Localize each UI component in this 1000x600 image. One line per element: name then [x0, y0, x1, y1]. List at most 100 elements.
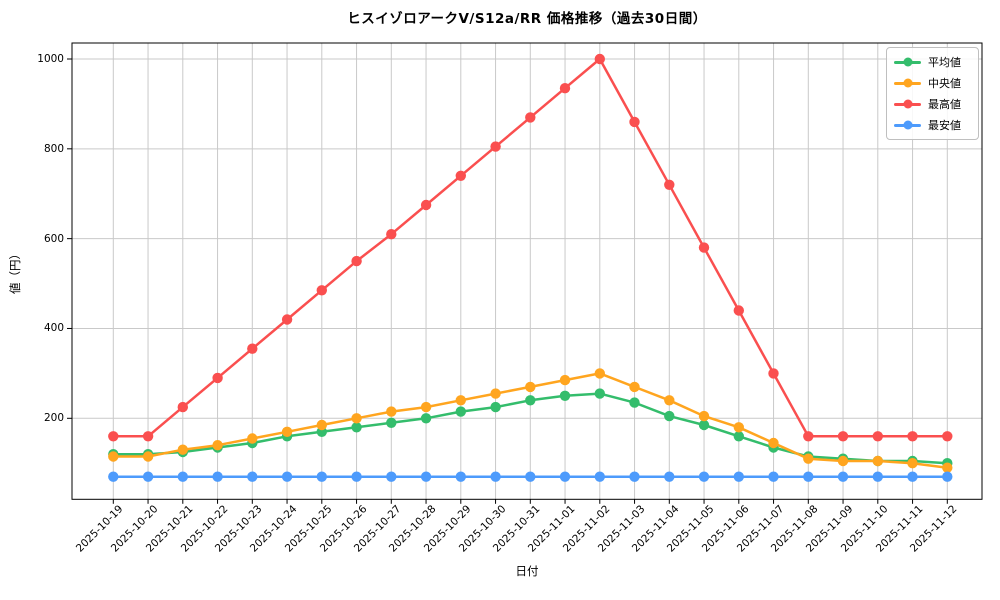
data-point: [490, 401, 501, 413]
legend-item-median: 中央値: [894, 76, 970, 90]
data-point: [420, 401, 432, 413]
data-point: [629, 471, 640, 482]
data-point: [559, 471, 571, 482]
data-point: [664, 410, 675, 422]
data-point: [177, 471, 188, 482]
plot-border: [71, 42, 983, 500]
data-point: [177, 444, 188, 455]
legend-label: 最安値: [928, 119, 961, 132]
data-point: [698, 410, 710, 422]
legend-label: 最高値: [928, 98, 961, 111]
legend-label: 中央値: [928, 77, 961, 90]
y-tick-label: 200: [43, 412, 64, 425]
data-point: [594, 388, 605, 399]
data-point: [386, 471, 397, 482]
data-point: [351, 471, 362, 482]
data-point: [664, 471, 675, 482]
y-axis-label: 値（円）: [8, 248, 22, 294]
data-point: [142, 471, 154, 482]
data-point: [420, 413, 432, 424]
legend-label: 平均値: [928, 56, 961, 69]
data-point: [733, 422, 744, 433]
data-point: [455, 406, 466, 417]
legend-line-sample: [894, 78, 921, 88]
data-point: [490, 471, 501, 482]
data-point: [594, 53, 605, 65]
series-highest: [108, 53, 953, 442]
legend-line-sample: [894, 57, 921, 67]
data-point: [108, 471, 119, 482]
legend-marker-dot: [903, 99, 912, 109]
data-point: [664, 179, 675, 190]
data-point: [525, 395, 536, 406]
data-point: [942, 471, 953, 482]
data-point: [629, 381, 640, 393]
data-point: [525, 381, 536, 393]
data-point: [837, 431, 849, 442]
series-lowest: [108, 471, 953, 482]
data-point: [594, 471, 605, 482]
data-point: [768, 437, 779, 449]
data-point: [872, 431, 883, 442]
data-point: [142, 431, 154, 442]
legend-marker-dot: [903, 78, 912, 88]
legend-line-sample: [894, 99, 921, 109]
data-point: [247, 471, 258, 482]
data-point: [281, 426, 293, 437]
data-point: [872, 471, 883, 482]
data-point: [698, 471, 710, 482]
y-tick-label: 400: [43, 322, 64, 335]
data-point: [108, 451, 119, 462]
data-point: [247, 433, 258, 444]
data-point: [108, 431, 119, 442]
data-point: [907, 471, 918, 482]
data-point: [594, 368, 605, 379]
data-point: [803, 453, 814, 464]
data-point: [733, 305, 744, 316]
data-point: [837, 471, 849, 482]
legend-item-lowest: 最安値: [894, 118, 970, 132]
legend-item-highest: 最高値: [894, 97, 970, 111]
legend-item-average: 平均値: [894, 55, 970, 69]
data-point: [386, 229, 397, 240]
data-point: [212, 372, 223, 384]
data-point: [733, 471, 744, 482]
data-point: [247, 343, 258, 354]
data-point: [803, 431, 814, 442]
data-point: [664, 395, 675, 406]
data-point: [316, 285, 327, 296]
data-point: [455, 395, 466, 406]
data-point: [698, 419, 710, 431]
data-point: [559, 390, 571, 401]
data-point: [942, 431, 953, 442]
data-point: [803, 471, 814, 482]
data-point: [351, 413, 362, 424]
data-point: [942, 462, 953, 473]
legend-line-sample: [894, 120, 921, 130]
data-point: [281, 314, 293, 325]
data-point: [733, 431, 744, 442]
data-point: [525, 471, 536, 482]
data-point: [837, 455, 849, 467]
data-point: [386, 406, 397, 417]
data-point: [455, 170, 466, 181]
data-point: [351, 422, 362, 433]
data-point: [490, 388, 501, 399]
data-point: [386, 417, 397, 428]
legend-marker-dot: [903, 57, 912, 67]
gridlines: [72, 43, 982, 500]
chart-legend: 平均値中央値最高値最安値: [886, 47, 979, 140]
legend-marker-dot: [903, 120, 912, 130]
axis-ticks: [67, 58, 948, 504]
data-point: [316, 471, 327, 482]
data-point: [420, 199, 432, 211]
data-point: [212, 471, 223, 482]
data-point: [281, 471, 293, 482]
data-point: [907, 458, 918, 469]
x-axis-label: 日付: [515, 564, 539, 578]
y-tick-label: 1000: [37, 52, 64, 65]
data-point: [629, 397, 640, 408]
data-point: [525, 112, 536, 123]
data-point: [177, 401, 188, 413]
